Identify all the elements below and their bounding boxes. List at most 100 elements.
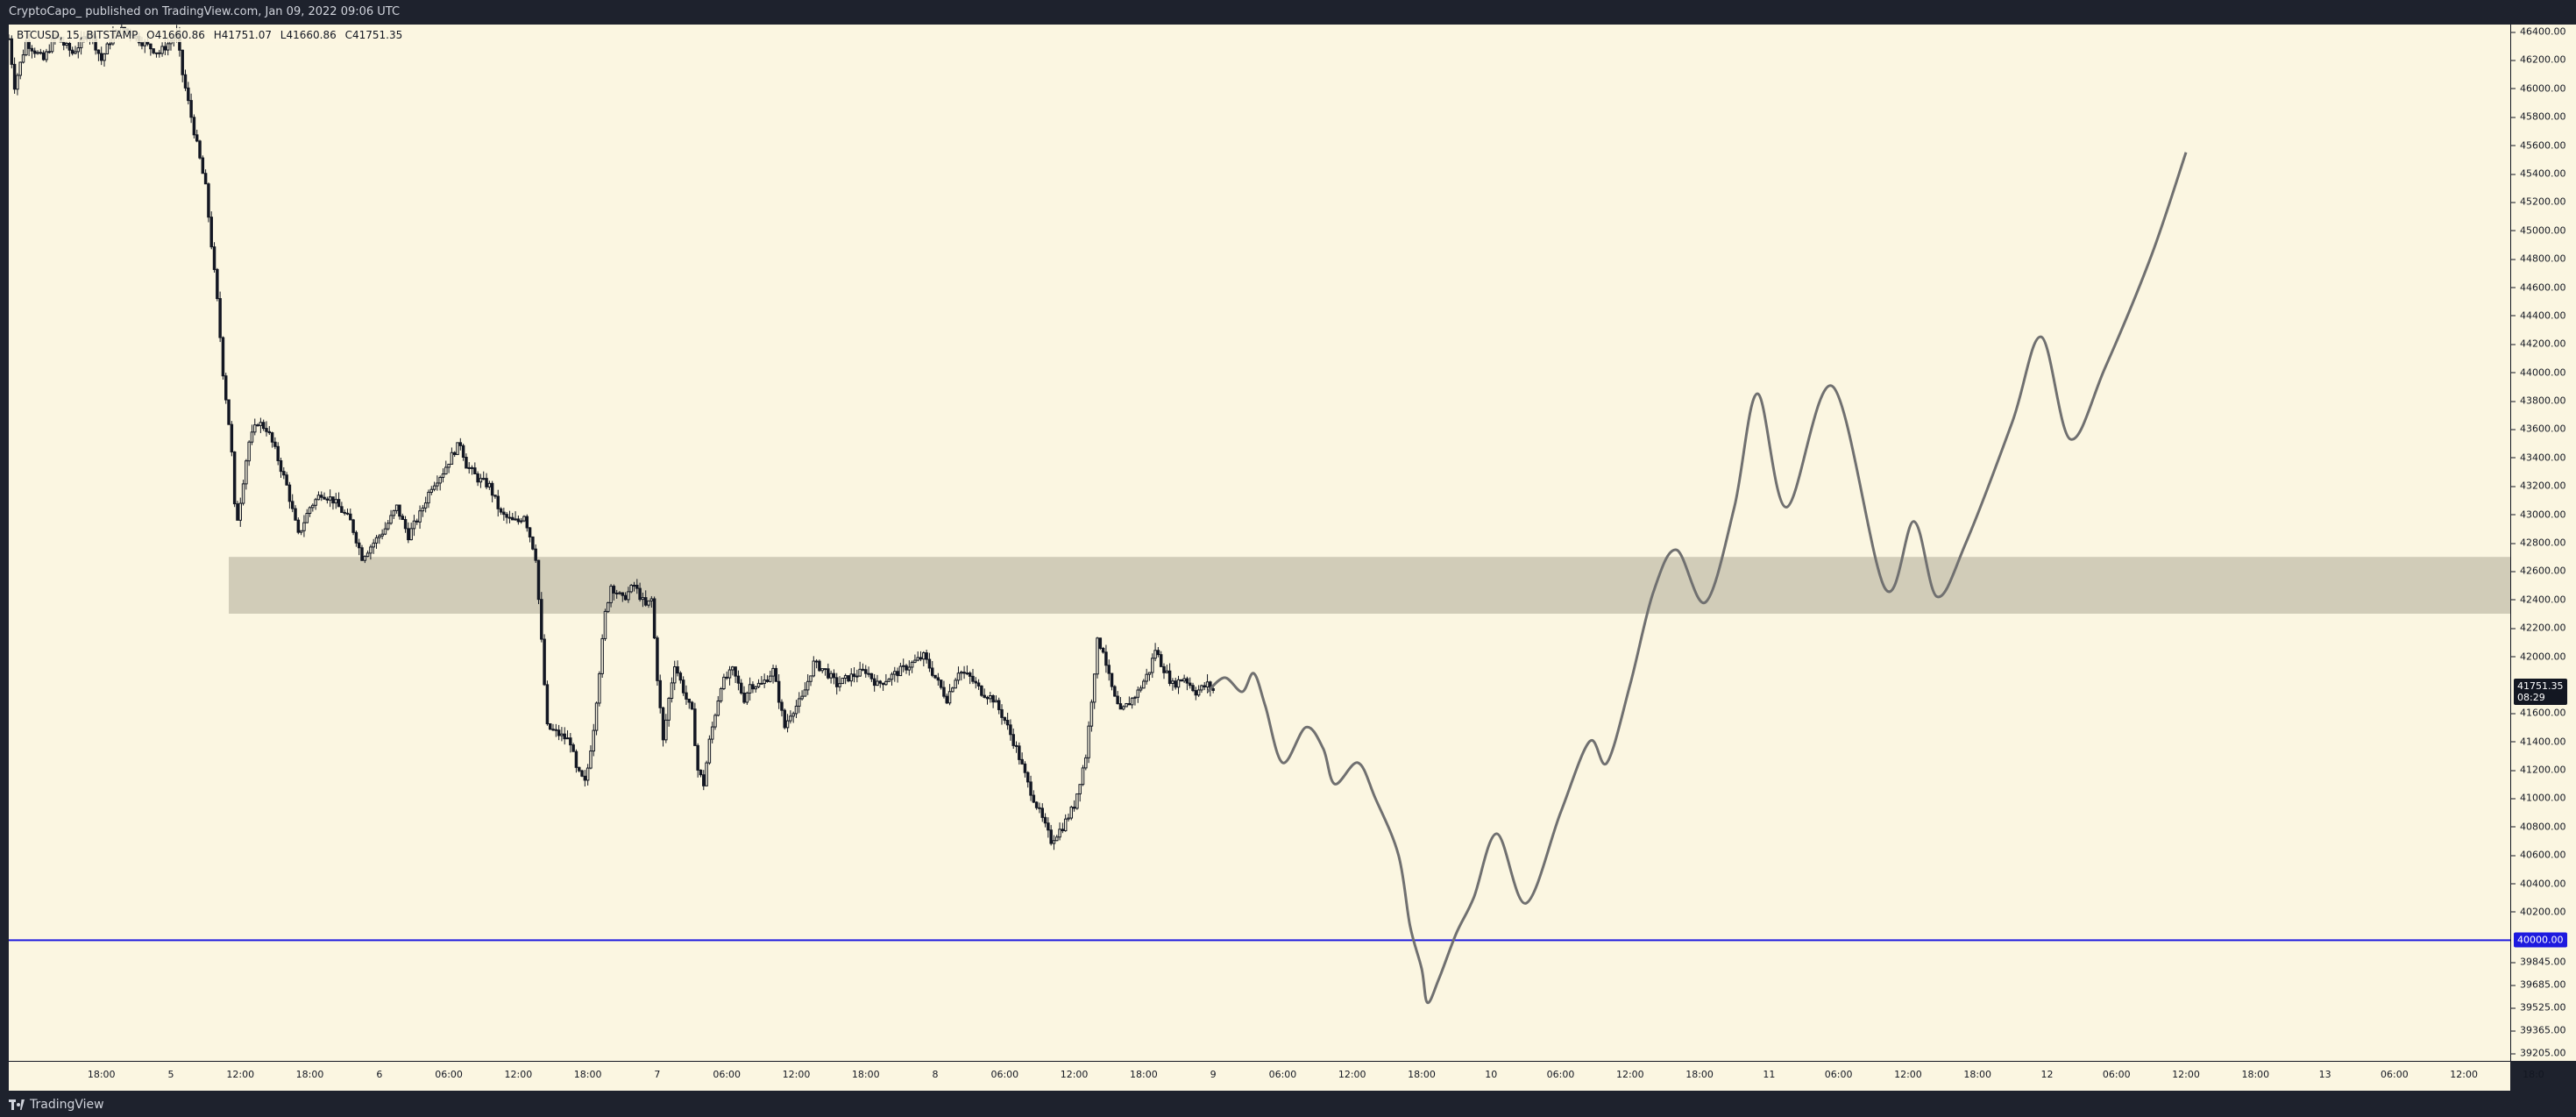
candle-down (534, 548, 537, 561)
candle-down (287, 484, 292, 502)
candle-down (685, 692, 688, 700)
candle-down (398, 504, 401, 517)
candle-up (1084, 757, 1088, 769)
tradingview-logo[interactable]: TradingView (9, 1098, 104, 1112)
candle-up (1069, 807, 1074, 819)
candle-down (699, 769, 703, 776)
candle-down (331, 496, 335, 504)
candle-up (1067, 817, 1070, 820)
time-tick-label: 18:00 (295, 1069, 324, 1080)
candle-down (140, 42, 144, 46)
candle-down (693, 708, 697, 746)
candle-up (887, 679, 891, 682)
candle-down (864, 669, 868, 674)
candle-up (447, 463, 451, 468)
candle-down (230, 423, 234, 452)
candle-up (789, 715, 792, 722)
candle-down (968, 672, 972, 677)
candle-up (756, 682, 761, 687)
candle-down (201, 157, 205, 174)
legend-low: L41660.86 (280, 29, 337, 41)
time-axis[interactable]: 18:00 5 12:00 18:00 6 06:00 12:00 18:00 7 06:00 12… (9, 1061, 2544, 1091)
candle-down (415, 520, 419, 523)
candle-up (1142, 680, 1146, 689)
candle-down (760, 682, 763, 685)
candle-down (221, 337, 225, 377)
candle-up (898, 665, 903, 677)
candle-down (490, 482, 494, 496)
candle-down (496, 495, 500, 509)
candle-down (12, 63, 17, 90)
candle-down (236, 503, 239, 521)
candle-up (771, 667, 775, 677)
candle-down (765, 679, 770, 682)
last-price-value: 41751.35 (2517, 679, 2564, 692)
candle-up (259, 422, 263, 426)
time-tick-label: 06:00 (1546, 1069, 1575, 1080)
candle-up (45, 51, 48, 60)
candle-down (189, 100, 193, 118)
candle-up (843, 675, 848, 679)
chart-plot-area[interactable]: BTCUSD, 15, BITSTAMP O41660.86 H41751.07… (9, 25, 2510, 1061)
candle-down (502, 511, 506, 516)
candle-down (742, 692, 746, 703)
candle-up (421, 507, 425, 512)
level-price-tag: 40000.00 (2514, 932, 2567, 948)
candle-down (614, 592, 619, 594)
candle-down (780, 701, 784, 711)
candle-down (1009, 724, 1012, 736)
time-tick-label: 5 (167, 1069, 174, 1080)
candle-down (557, 729, 561, 736)
candle-up (418, 510, 422, 523)
candle-up (745, 692, 749, 703)
time-tick-label: 11 (1763, 1069, 1776, 1080)
candle-down (279, 459, 283, 473)
candle-up (369, 546, 373, 554)
price-tick-label: 41400.00 (2511, 736, 2566, 748)
candle-down (777, 680, 781, 703)
candle-up (1145, 673, 1148, 682)
candle-up (250, 431, 254, 443)
candle-down (983, 694, 986, 698)
candle-down (218, 298, 222, 338)
candle-down (1191, 685, 1195, 692)
candle-down (1020, 758, 1024, 765)
candle-up (76, 47, 81, 53)
candle-up (838, 683, 841, 687)
candle-up (893, 671, 897, 675)
candle-down (881, 682, 885, 686)
candle-up (305, 513, 309, 523)
candle-up (16, 75, 19, 90)
candle-up (160, 46, 164, 54)
candle-up (629, 585, 633, 593)
candle-down (1049, 829, 1053, 844)
time-tick-label: 06:00 (2381, 1069, 2409, 1080)
candle-down (545, 684, 550, 725)
candle-down (1040, 808, 1044, 818)
candle-up (916, 657, 919, 661)
candle-down (192, 117, 196, 136)
legend-symbol: BTCUSD, 15, BITSTAMP (17, 29, 138, 41)
candle-down (974, 680, 978, 684)
price-tick-label: 44200.00 (2511, 338, 2566, 350)
candle-down (1167, 670, 1172, 685)
candle-down (149, 43, 153, 50)
candle-down (783, 709, 787, 729)
price-tick-label: 39845.00 (2511, 956, 2566, 968)
price-tick-label: 45800.00 (2511, 110, 2566, 123)
candle-down (834, 677, 839, 687)
candle-up (143, 41, 146, 46)
candle-down (1026, 772, 1030, 783)
candle-up (641, 597, 645, 601)
candle-down (1061, 829, 1065, 831)
price-tick-label: 44600.00 (2511, 281, 2566, 294)
price-axis[interactable]: 46400.00 46200.00 46000.00 45800.00 45600.00… (2510, 25, 2576, 1061)
candle-up (302, 522, 306, 531)
time-tick-label: 18:00 (2241, 1069, 2270, 1080)
price-tick-label: 45400.00 (2511, 167, 2566, 180)
candle-up (603, 610, 607, 639)
time-tick-label: 18:0 (2523, 1069, 2544, 1080)
candle-up (328, 496, 332, 501)
candle-up (812, 660, 816, 677)
legend-close: C41751.35 (344, 29, 403, 41)
